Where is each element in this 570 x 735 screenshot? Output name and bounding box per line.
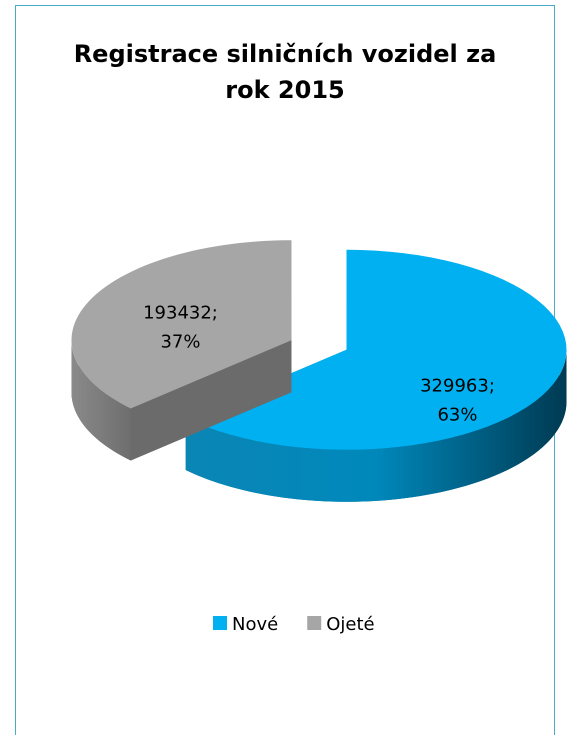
slice-side — [185, 349, 567, 502]
legend-label: Ojeté — [326, 614, 374, 635]
chart-title: Registrace silničních vozidel za rok 201… — [73, 40, 497, 104]
legend-swatch — [307, 616, 322, 630]
legend-label: Nové — [232, 614, 278, 635]
data-label-line: 37% — [160, 331, 200, 352]
data-label-line: 63% — [437, 405, 477, 426]
slice — [71, 240, 292, 409]
data-label-line: 329963; — [420, 376, 495, 397]
legend-swatch — [213, 616, 227, 630]
data-label: 329963; 63% — [420, 376, 495, 426]
slice — [185, 249, 567, 450]
slice-side — [71, 340, 131, 461]
slice-face — [130, 340, 292, 461]
data-label-line: 193432; — [143, 302, 218, 323]
data-label: 193432; 37% — [143, 302, 218, 352]
